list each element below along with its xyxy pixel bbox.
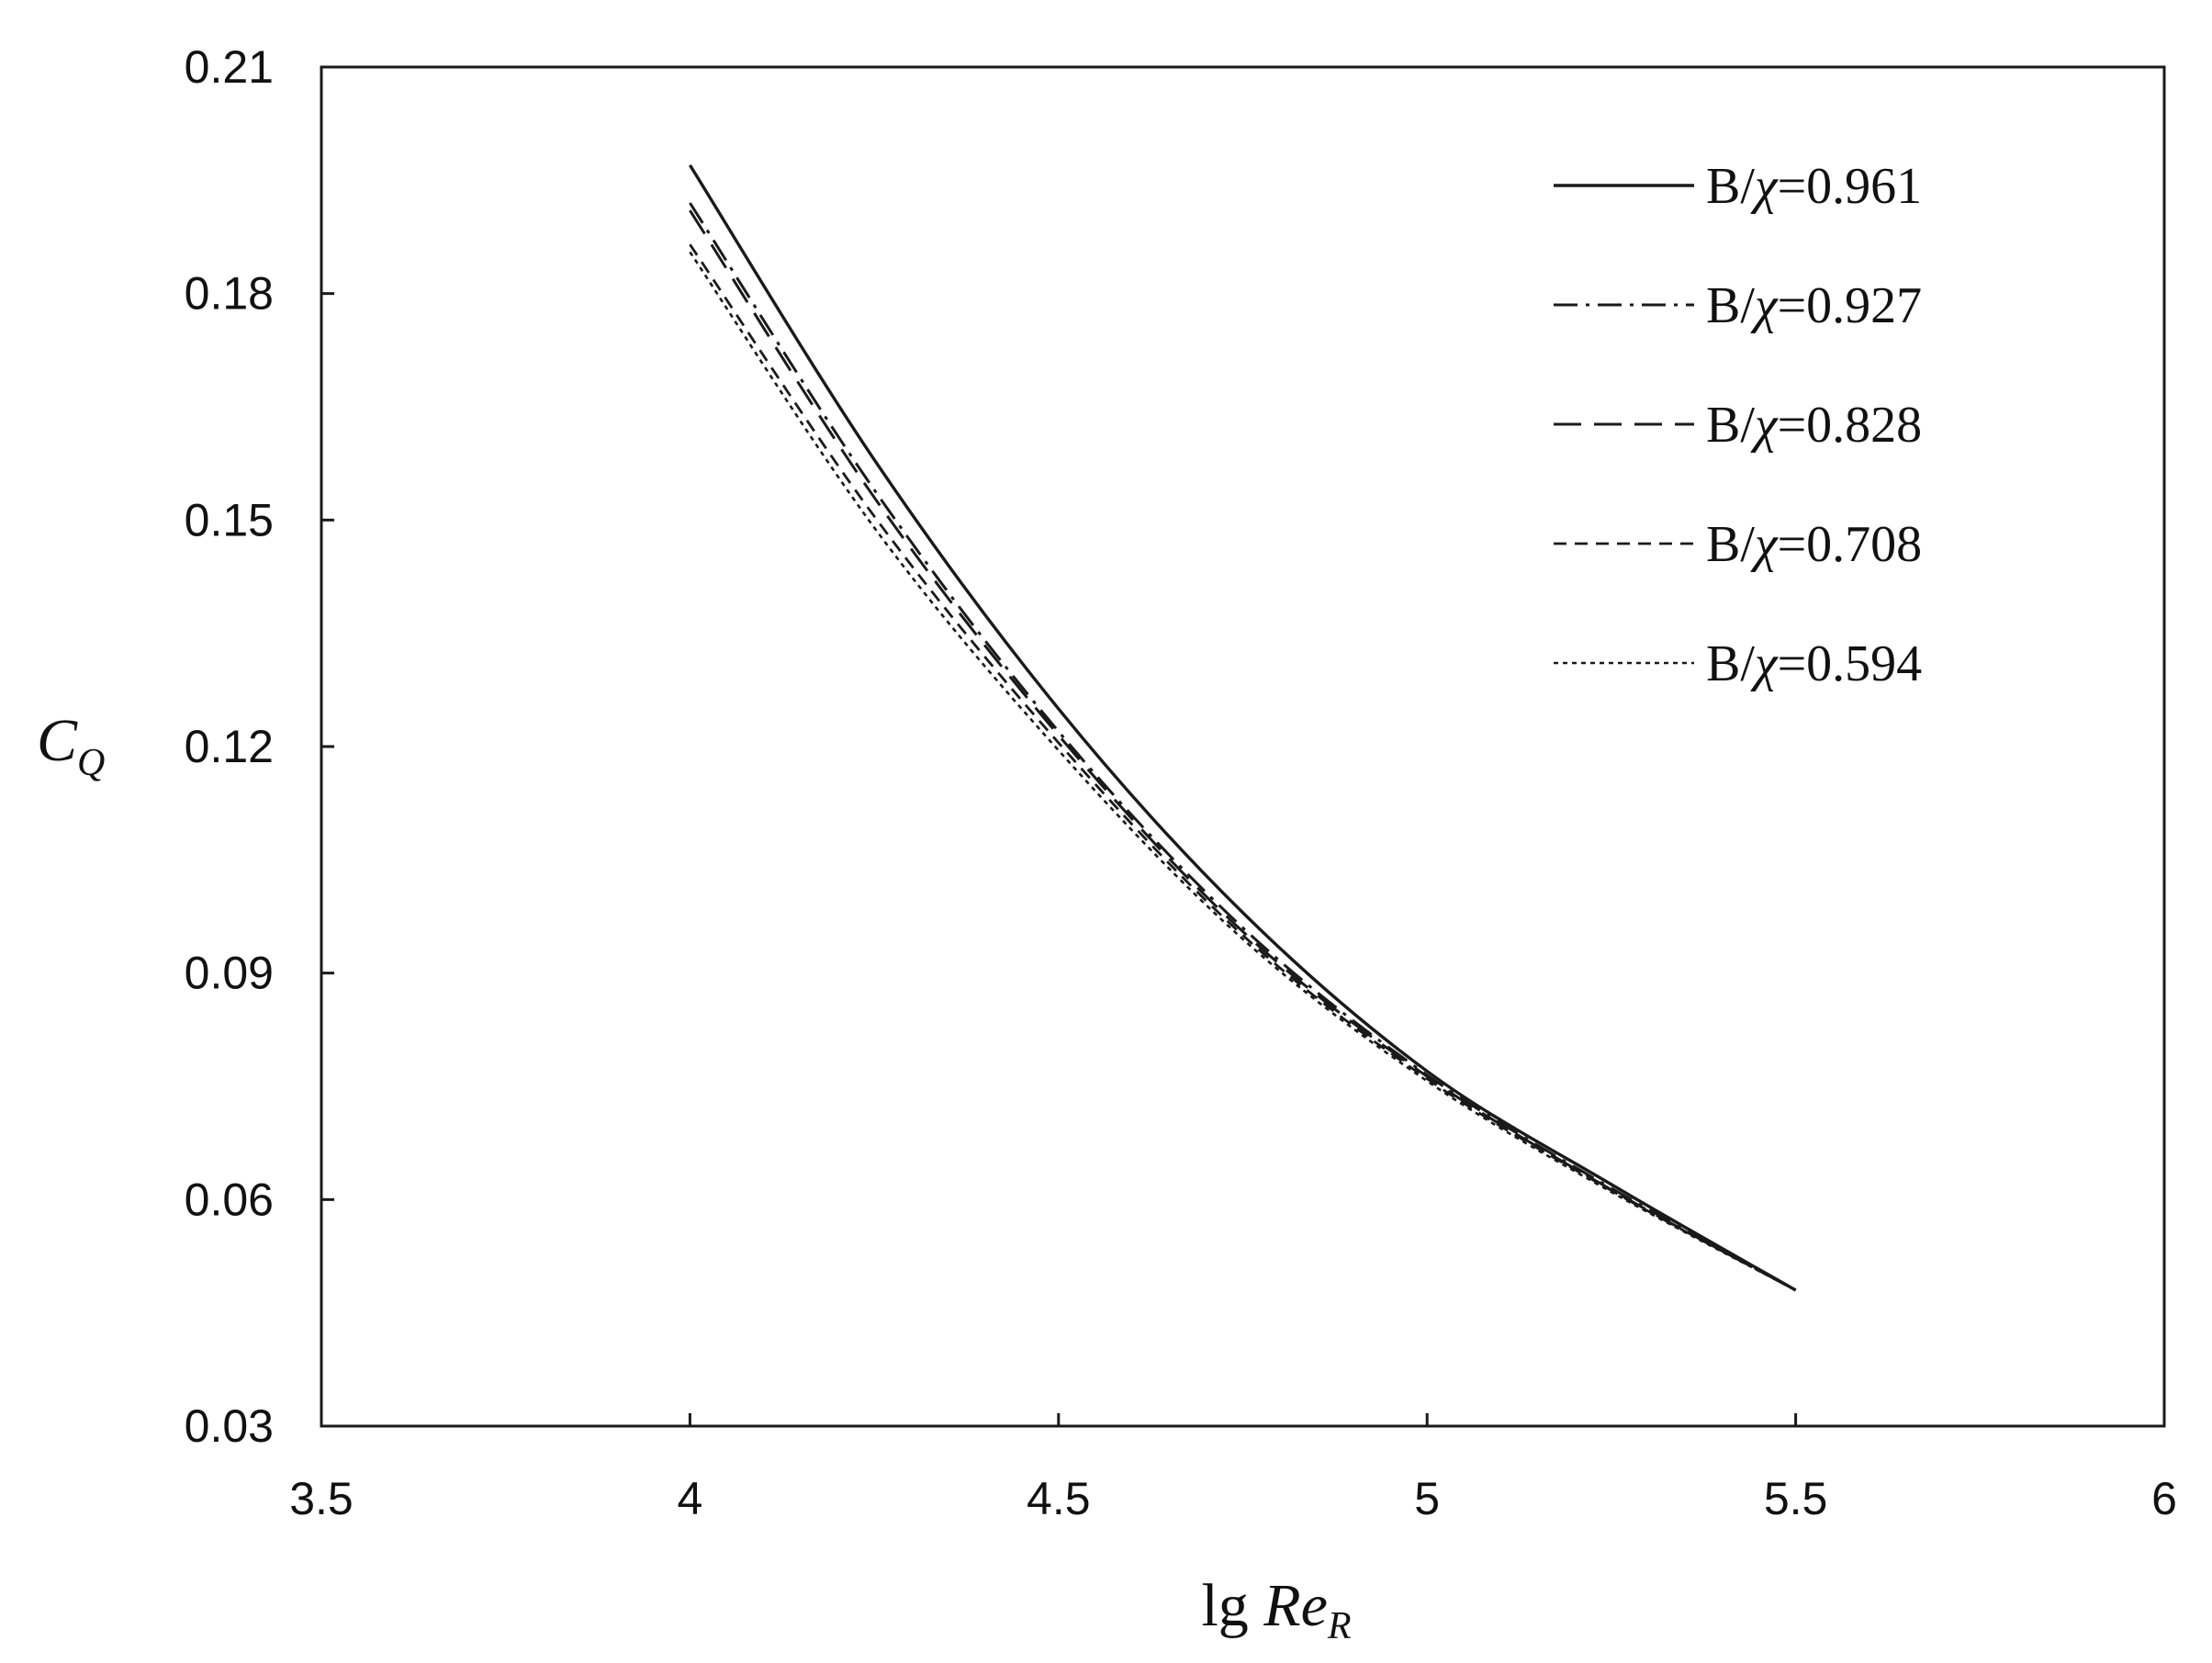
series-line-4 [689, 251, 1797, 1292]
y-tick-label: 0.21 [185, 41, 274, 93]
x-tick-label: 4.5 [1027, 1473, 1091, 1524]
legend-label-0: B/χ=0.961 [1706, 158, 1922, 215]
x-axis-label: lg ReR [1201, 1572, 1351, 1647]
series-line-3 [689, 243, 1797, 1292]
series-layer [688, 163, 1797, 1292]
legend-label-1: B/χ=0.927 [1706, 277, 1922, 334]
x-tick-label: 5.5 [1764, 1473, 1828, 1524]
y-tick-label: 0.06 [185, 1174, 274, 1225]
series-line-1 [689, 202, 1797, 1292]
plot-frame [320, 65, 2166, 1428]
legend: B/χ=0.961 B/χ=0.927 B/χ=0.828 B/χ=0.708 B/χ=… [1554, 158, 1922, 692]
legend-label-4: B/χ=0.594 [1706, 635, 1922, 692]
series-line-0 [688, 163, 1797, 1292]
x-tick-label: 4 [677, 1473, 702, 1524]
y-tick-label: 0.09 [185, 948, 274, 999]
y-tick-label: 0.03 [185, 1400, 274, 1452]
x-tick-label: 3.5 [289, 1473, 354, 1524]
x-tick-label: 6 [2151, 1473, 2177, 1524]
y-tick-label: 0.18 [185, 268, 274, 320]
y-tick-label: 0.12 [185, 721, 274, 772]
series-line-2 [689, 209, 1797, 1292]
y-tick-label: 0.15 [185, 494, 274, 545]
y-axis-label: CQ [37, 707, 105, 784]
x-axis-ticks: 3.5 4 4.5 5 5.5 6 [289, 1413, 2177, 1524]
legend-label-2: B/χ=0.828 [1706, 397, 1922, 454]
x-tick-label: 5 [1414, 1473, 1440, 1524]
y-axis-ticks: 0.03 0.06 0.09 0.12 0.15 0.18 0.21 [185, 41, 334, 1452]
legend-label-3: B/χ=0.708 [1706, 516, 1922, 573]
